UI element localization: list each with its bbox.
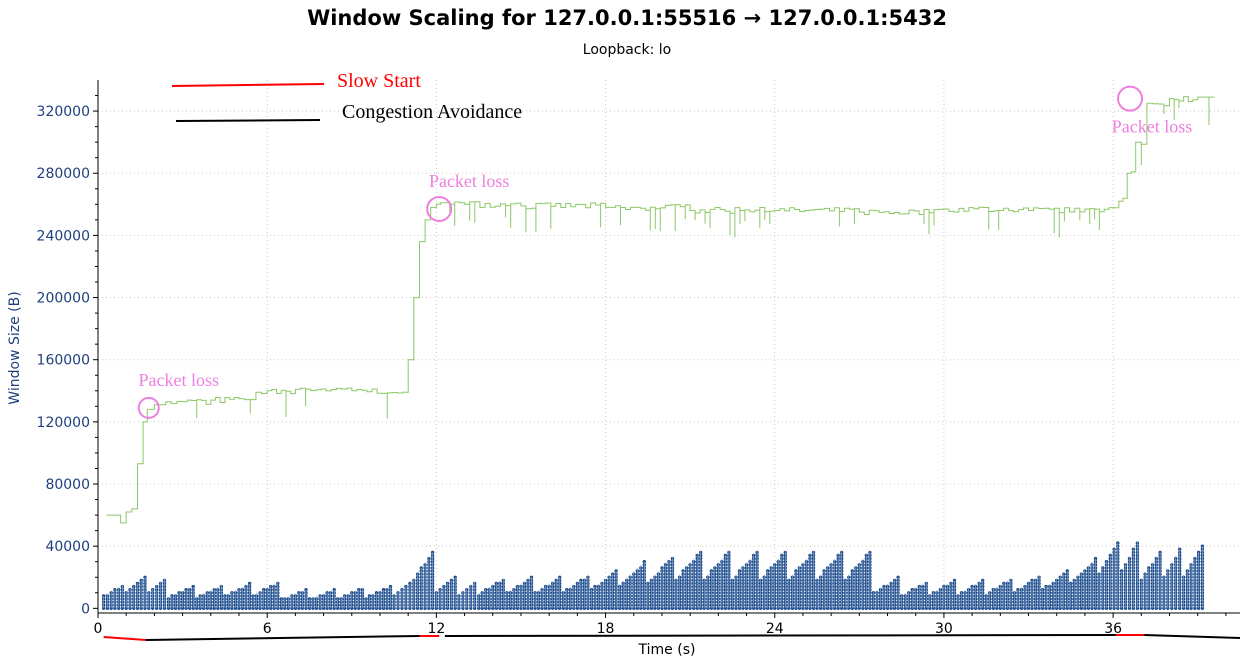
legend-label-slow-start: Slow Start	[337, 70, 421, 92]
y-tick-label: 320000	[37, 104, 90, 120]
chart-subtitle: Loopback: lo	[582, 42, 672, 58]
y-tick-label: 160000	[37, 353, 90, 369]
x-tick-label: 36	[1104, 621, 1122, 637]
phase-congestion-avoidance	[145, 635, 420, 641]
y-tick-label: 120000	[37, 415, 90, 431]
packet-loss-label: Packet loss	[1112, 117, 1193, 137]
legend-label-congestion-avoidance: Congestion Avoidance	[342, 101, 522, 123]
x-tick-label: 6	[263, 621, 272, 637]
y-tick-label: 280000	[37, 166, 90, 182]
packet-loss-marker	[137, 396, 160, 419]
x-tick-label: 18	[597, 621, 615, 637]
packet-loss-label: Packet loss	[139, 370, 220, 390]
x-tick-label: 30	[935, 621, 953, 637]
y-tick-label: 80000	[45, 477, 90, 493]
y-tick-label: 40000	[45, 539, 90, 555]
y-axis-label: Window Size (B)	[7, 291, 23, 404]
legend-swatch-congestion-avoidance	[175, 119, 321, 122]
phase-bar	[103, 634, 1241, 641]
window-size-line	[106, 96, 1215, 524]
packet-loss-label: Packet loss	[429, 171, 510, 191]
phase-slow-start	[103, 636, 147, 641]
legend: Slow Start Congestion Avoidance	[171, 70, 522, 123]
phase-congestion-avoidance	[1144, 634, 1241, 639]
y-tick-label: 200000	[37, 291, 90, 307]
x-tick-label: 12	[427, 621, 445, 637]
bytes-in-flight-line	[103, 541, 1203, 609]
x-tick-label: 0	[94, 621, 103, 637]
y-tick-label: 240000	[37, 228, 90, 244]
series-layer	[101, 96, 1215, 610]
axes: 0 6 12 18 24 30 36 0 40000 80000 120000 160000 20000…	[37, 80, 1240, 637]
packet-loss-marker	[426, 195, 453, 222]
packet-loss-marker	[1117, 85, 1144, 112]
x-tick-label: 24	[766, 621, 784, 637]
gridlines	[98, 80, 1240, 613]
x-axis-label: Time (s)	[638, 642, 696, 658]
phase-congestion-avoidance	[444, 634, 1116, 637]
chart-title: Window Scaling for 127.0.0.1:55516 → 127…	[307, 6, 947, 30]
y-tick-label: 0	[81, 601, 90, 617]
legend-swatch-slow-start	[171, 83, 325, 87]
annotations: Packet loss Packet loss Packet loss	[137, 85, 1193, 419]
